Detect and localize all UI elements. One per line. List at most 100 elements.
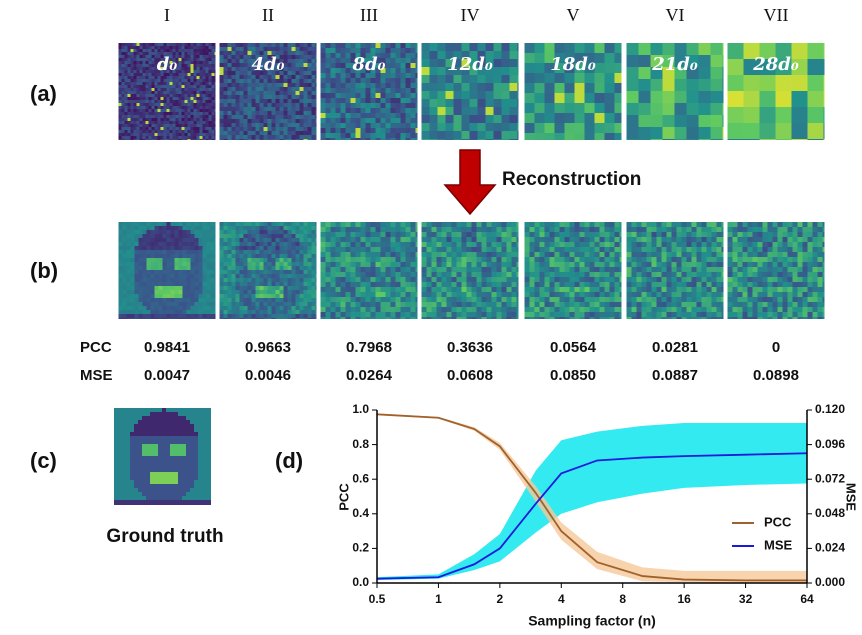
pixel [185,49,188,52]
pixel [179,109,182,112]
pixel [152,112,155,115]
pixel [351,257,356,262]
pixel [185,85,188,88]
pixel [535,307,540,312]
pixel [171,306,175,310]
pixel [312,43,316,47]
pixel [447,297,452,302]
pixel [182,46,185,49]
pixel [530,247,535,252]
pixel [151,318,155,319]
pixel [276,119,280,123]
pixel [137,91,140,94]
pixel [175,294,179,298]
pixel [119,139,122,140]
pixel [155,124,158,127]
pixel [248,274,252,278]
pixel [442,272,447,277]
pixel [159,266,163,270]
pixel [580,292,585,297]
pixel [211,258,215,262]
pixel [284,83,288,87]
pixel [632,262,637,267]
pixel [492,292,497,297]
pixel [590,282,595,287]
pixel [312,226,316,230]
pixel [146,67,149,70]
pixel [331,282,336,287]
pixel [381,262,386,267]
pixel [446,83,454,91]
pixel [321,302,326,307]
pixel [191,226,195,230]
pixel [163,290,167,294]
pixel [376,292,381,297]
pixel [207,310,211,314]
pixel [276,298,280,302]
pixel [699,79,711,91]
pixel [149,73,152,76]
pixel [632,267,637,272]
pixel [570,222,575,227]
pixel [123,250,127,254]
pixel [164,76,167,79]
pixel [280,87,284,91]
pixel [284,103,288,107]
pixel [203,130,206,133]
pixel [191,43,194,46]
pixel [575,262,580,267]
pixel [155,127,158,130]
pixel [296,135,300,139]
pixel [401,297,406,302]
pixel [304,55,308,59]
pixel [207,258,211,262]
pixel [244,230,248,234]
pixel [256,238,260,242]
pixel [575,123,585,133]
pixel [240,83,244,87]
pixel [134,46,137,49]
pixel [188,64,191,67]
pixel [161,124,164,127]
pixel [381,93,386,98]
pixel [411,292,416,297]
pixel [215,274,216,278]
pixel [167,130,170,133]
pixel [224,135,228,139]
pixel [212,55,215,58]
pixel [457,257,462,262]
pixel [228,135,232,139]
pixel [316,266,317,270]
pixel [228,230,232,234]
pixel [131,124,134,127]
pixel [134,61,137,64]
pixel [209,49,212,52]
pixel [135,282,139,286]
pixel [711,127,723,139]
pixel [632,282,637,287]
pixel [296,79,300,83]
pixel [331,88,336,93]
pixel [482,297,487,302]
pixel [228,91,232,95]
pixel [232,246,236,250]
pixel [236,226,240,230]
pixel [639,43,651,55]
pixel [575,317,580,319]
pixel [182,58,185,61]
pixel [272,262,276,266]
pixel [220,314,224,318]
pixel [220,95,224,99]
pixel [663,139,675,140]
pixel [430,107,438,115]
pixel [482,277,487,282]
pixel [416,287,418,292]
pixel [211,254,215,258]
pixel [272,274,276,278]
pixel [411,317,416,319]
pixel [224,230,228,234]
pixel [171,266,175,270]
pixel [158,124,161,127]
pixel [244,226,248,230]
pixel [203,67,206,70]
